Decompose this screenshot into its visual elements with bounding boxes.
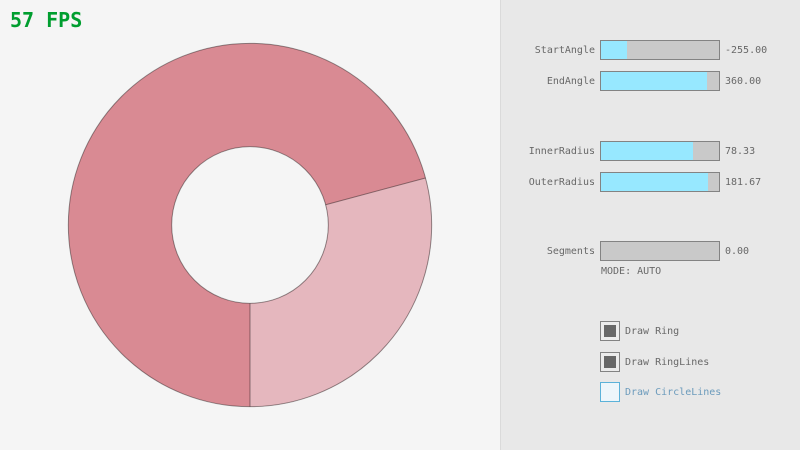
slider-label-startangle: StartAngle	[534, 45, 595, 56]
checkbox-label-draw-ring: Draw Ring	[625, 326, 680, 337]
checkbox-label-draw-ringlines: Draw RingLines	[625, 357, 710, 368]
slider-bar-outerradius[interactable]	[600, 172, 720, 192]
slider-value-endangle: 360.00	[725, 76, 762, 87]
fps-counter: 57 FPS	[10, 8, 83, 32]
checkmark-icon	[604, 325, 616, 337]
slider-fill-startangle	[601, 41, 627, 59]
checkbox-draw-ring[interactable]	[600, 321, 620, 341]
slider-label-segments: Segments	[546, 246, 595, 257]
checkbox-label-draw-circlelines: Draw CircleLines	[625, 387, 722, 398]
ring-chart	[67, 42, 433, 408]
slider-fill-innerradius	[601, 142, 694, 160]
slider-label-endangle: EndAngle	[546, 76, 595, 87]
slider-value-innerradius: 78.33	[725, 146, 756, 157]
slider-label-outerradius: OuterRadius	[528, 177, 595, 188]
checkmark-icon	[604, 356, 616, 368]
ring-inner-outline	[171, 146, 329, 304]
slider-fill-endangle	[601, 72, 708, 90]
slider-value-segments: 0.00	[725, 246, 750, 257]
slider-bar-endangle[interactable]	[600, 71, 720, 91]
slider-label-innerradius: InnerRadius	[528, 146, 595, 157]
ring-radial-line-1	[325, 177, 426, 206]
ring-outer-outline	[67, 42, 433, 408]
mode-label: MODE: AUTO	[601, 266, 662, 277]
ring-single-pass-sector	[250, 177, 432, 407]
checkbox-draw-ringlines[interactable]	[600, 352, 620, 372]
slider-fill-outerradius	[601, 173, 709, 191]
slider-bar-segments[interactable]	[600, 241, 720, 261]
checkbox-draw-circlelines[interactable]	[600, 382, 620, 402]
slider-bar-innerradius[interactable]	[600, 141, 720, 161]
slider-bar-startangle[interactable]	[600, 40, 720, 60]
control-panel: MODE: AUTO	[500, 0, 800, 450]
slider-value-startangle: -255.00	[725, 45, 768, 56]
slider-value-outerradius: 181.67	[725, 177, 762, 188]
